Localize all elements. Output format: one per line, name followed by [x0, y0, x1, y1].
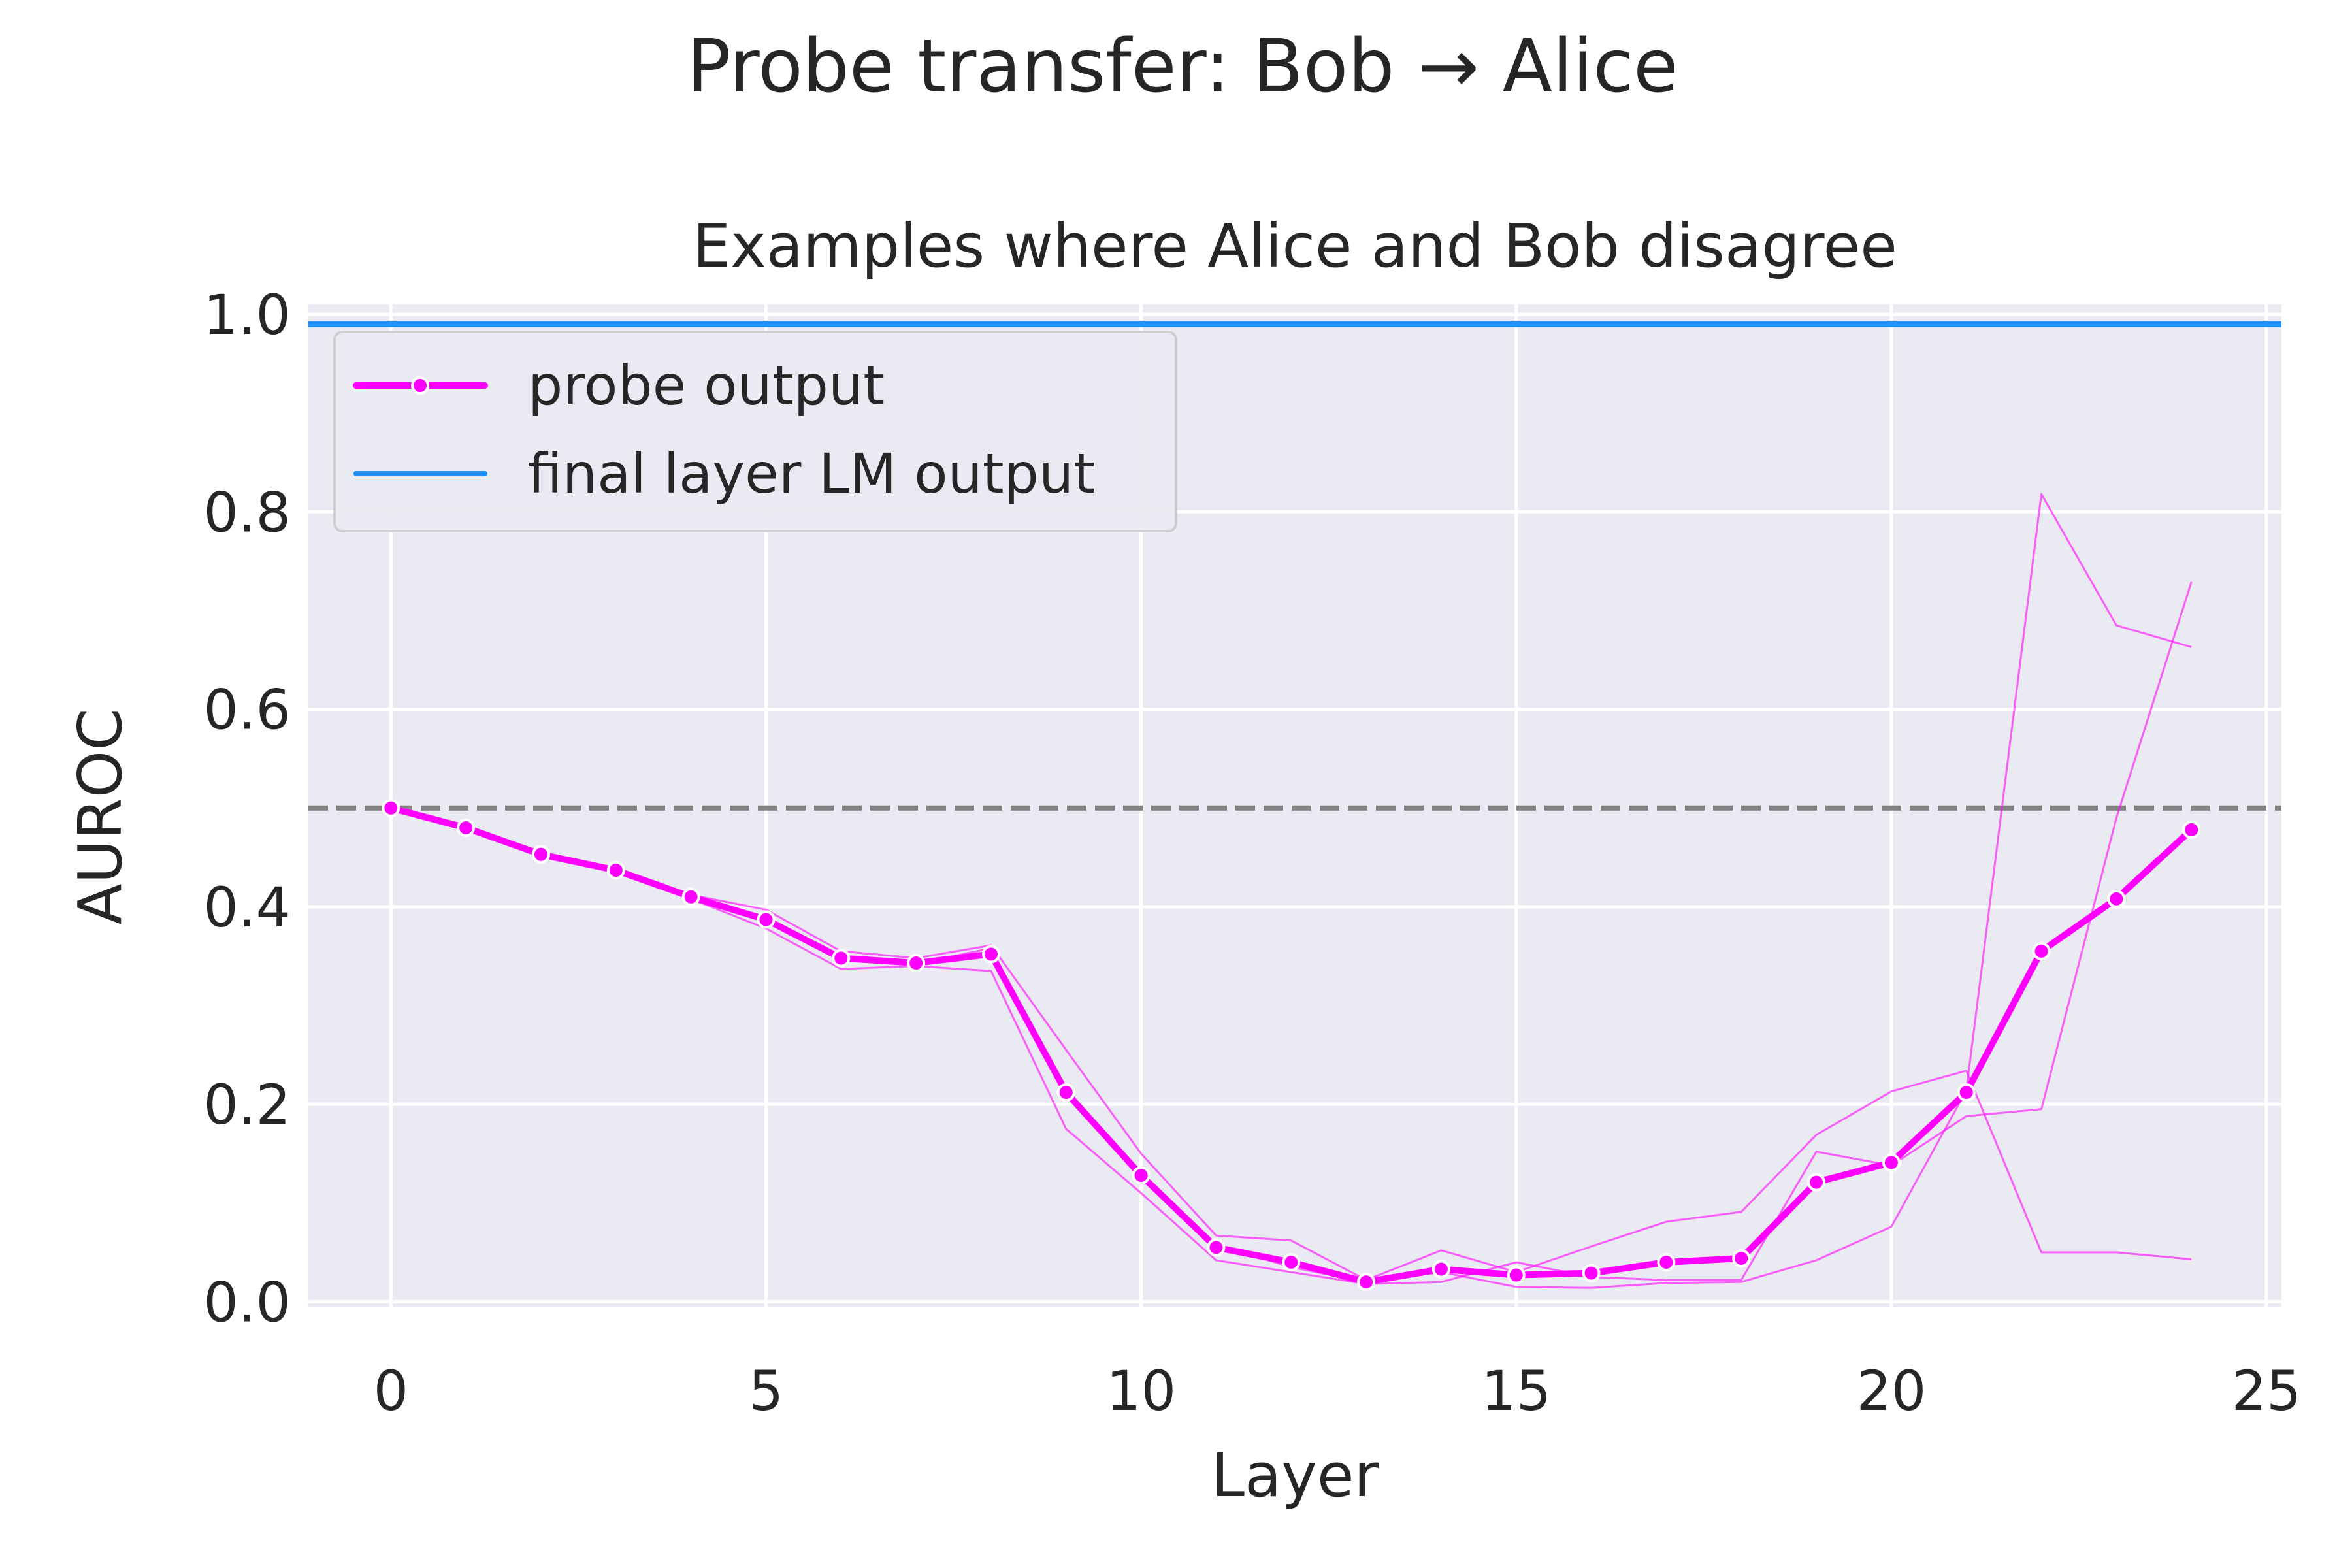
- probe-output-point: [757, 910, 776, 929]
- legend-label-probe-output: probe output: [528, 353, 885, 417]
- probe-output-point: [1282, 1252, 1301, 1271]
- probe-output-point: [1132, 1166, 1151, 1184]
- probe-output-point: [1957, 1083, 1976, 1102]
- probe-output-point: [1507, 1266, 1526, 1284]
- y-tick-labels: 0.0 0.2 0.4 0.6 0.8 1.0: [203, 283, 291, 1334]
- legend-box: [333, 331, 1177, 532]
- probe-output-point: [1431, 1260, 1450, 1279]
- y-tick-label: 0.6: [203, 678, 291, 742]
- probe-output-point: [1807, 1173, 1826, 1192]
- probe-output-point: [2032, 941, 2051, 960]
- probe-output-point: [457, 819, 476, 838]
- x-tick-labels: 0 5 10 15 20 25: [374, 1359, 2302, 1423]
- legend-marker-probe-output: [411, 376, 429, 395]
- probe-output-point: [382, 798, 400, 817]
- y-tick-label: 0.8: [203, 480, 291, 544]
- y-tick-label: 1.0: [203, 283, 291, 347]
- y-tick-label: 0.0: [203, 1270, 291, 1334]
- x-tick-label: 10: [1106, 1359, 1176, 1423]
- x-tick-label: 0: [374, 1359, 408, 1423]
- probe-output-point: [606, 860, 625, 879]
- probe-output-point: [681, 887, 700, 906]
- probe-output-point: [2182, 821, 2201, 840]
- probe-output-point: [1657, 1252, 1676, 1271]
- y-tick-label: 0.2: [203, 1073, 291, 1137]
- x-tick-label: 20: [1856, 1359, 1926, 1423]
- x-axis-label: Layer: [1211, 1441, 1379, 1511]
- y-tick-label: 0.4: [203, 875, 291, 939]
- probe-output-point: [2107, 889, 2126, 908]
- probe-output-point: [1056, 1083, 1075, 1102]
- probe-output-point: [1582, 1264, 1601, 1282]
- y-axis-label: AUROC: [65, 709, 135, 925]
- x-tick-label: 5: [749, 1359, 783, 1423]
- probe-output-point: [1882, 1153, 1901, 1172]
- legend: probe output final layer LM output: [333, 331, 1177, 532]
- probe-output-point: [1357, 1273, 1376, 1292]
- figure-suptitle: Probe transfer: Bob → Alice: [687, 24, 1678, 109]
- legend-label-final-layer-lm-output: final layer LM output: [528, 442, 1095, 506]
- probe-output-point: [907, 954, 926, 973]
- x-tick-label: 25: [2232, 1359, 2302, 1423]
- probe-output-point: [531, 845, 550, 864]
- probe-output-point: [1207, 1238, 1226, 1257]
- chart-title: Examples where Alice and Bob disagree: [693, 211, 1897, 281]
- series-layer: [308, 321, 2281, 1292]
- x-tick-label: 15: [1481, 1359, 1551, 1423]
- probe-output-point: [832, 949, 851, 968]
- probe-output-point: [981, 945, 1000, 964]
- probe-output-point: [1732, 1249, 1751, 1267]
